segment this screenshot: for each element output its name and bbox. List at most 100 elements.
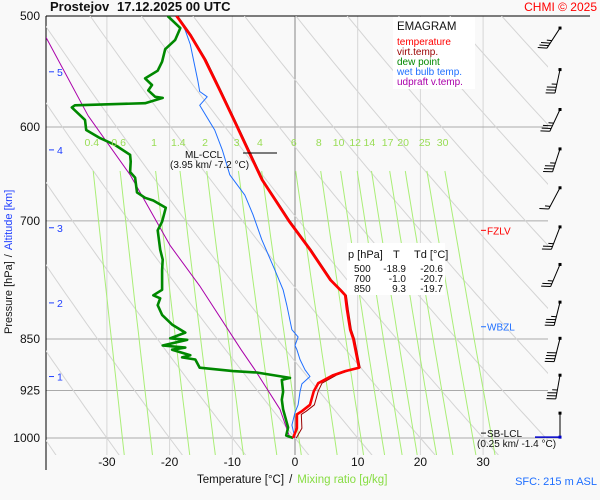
x-tick-label: 30: [476, 455, 490, 469]
table-cell: 9.3: [392, 284, 406, 295]
profiles: [46, 16, 361, 440]
x-tick-label: -10: [224, 455, 242, 469]
dry-adiabat-line: [243, 16, 548, 375]
barb-station-dot: [558, 147, 562, 151]
wind-barb-icon: [543, 147, 562, 173]
wind-barb-icon: [546, 373, 562, 400]
x-tick-label: 20: [414, 455, 428, 469]
barb-staff: [555, 375, 561, 399]
x-tick-label: -30: [98, 455, 116, 469]
mixing-ratio-tick-label: 0.4: [84, 137, 99, 149]
ylabel-separator: /: [3, 253, 15, 257]
table-header-t: T: [393, 249, 400, 261]
xlabel-separator: /: [289, 474, 293, 486]
dry-adiabat-line: [398, 16, 548, 185]
barb-station-dot: [558, 373, 562, 377]
ccl-annotation: ML-CCL (3.95 km/ -7.2 °C): [170, 150, 277, 171]
barb-station-dot: [558, 107, 562, 111]
mixing-ratio-tick-label: 17: [382, 137, 394, 149]
mixing-ratio-label: Mixing ratio [g/kg]: [297, 474, 387, 486]
dry-adiabats: [46, 0, 600, 462]
table-header-p: p [hPa]: [348, 249, 383, 261]
mixing-ratio-line: [444, 170, 496, 455]
pressure-tick-label: 925: [20, 384, 40, 398]
mixing-ratio-tick-label: 10: [333, 137, 345, 149]
barb-station-dot: [558, 300, 562, 304]
table-cell: 700: [354, 274, 371, 285]
table-cell: -20.7: [420, 274, 443, 285]
mixing-ratio-tick-label: 8: [316, 137, 322, 149]
level-values: (0.25 km/ -1.4 °C): [477, 439, 556, 450]
table-row: 700 -1.0 -20.7: [354, 274, 443, 285]
wind-barb-icon: [540, 107, 562, 132]
mixing-ratio-tick-label: 14: [364, 137, 376, 149]
mixing-ratio-line: [155, 170, 191, 455]
barb-staff: [550, 264, 561, 287]
wind-barb-icon: [537, 26, 562, 49]
temperature-curve: [175, 16, 361, 439]
barb-staff: [548, 187, 561, 210]
legend-item: udpraft v.temp.: [397, 77, 463, 88]
dew-point-curve: [70, 16, 294, 440]
table-cell: -19.7: [420, 284, 443, 295]
mixing-ratio-line: [179, 170, 216, 455]
table-cell: -18.9: [383, 264, 406, 275]
grid: [45, 15, 590, 470]
mixing-ratio-line: [320, 170, 365, 455]
barb-surface-dot: [558, 435, 562, 439]
pressure-tick-label: 1000: [13, 431, 40, 445]
axis-ticks: -30 -20 -10 0 10 20 30500600700850925100054321…: [13, 9, 490, 469]
sounding-datetime: 17.12.2025 00 UTC: [117, 0, 231, 14]
mixing-ratio-line: [237, 170, 278, 455]
mixing-ratio-line: [206, 170, 244, 455]
mixing-ratio-line: [340, 170, 386, 455]
barb-feather: [539, 207, 549, 210]
dry-adiabat-line: [46, 350, 120, 455]
table-box: [347, 243, 445, 295]
mixing-ratio-tick-label: 1.4: [171, 137, 186, 149]
table-header-td: Td [°C]: [414, 249, 448, 261]
mixing-ratio-tick-label: 0.6: [111, 137, 126, 149]
mixing-ratio-line: [356, 170, 403, 455]
mixing-ratio-line: [119, 170, 153, 455]
barb-staff: [550, 226, 561, 250]
mixing-ratio-tick-label: 4: [257, 137, 263, 149]
barb-station-dot: [558, 411, 562, 415]
legend-box: [393, 17, 475, 89]
legend-item: wet bulb temp.: [396, 67, 462, 78]
barb-station-dot: [558, 68, 562, 72]
mixing-ratio-lines: [92, 170, 496, 455]
altitude-tick-label: 3: [57, 223, 63, 235]
legend-title: EMAGRAM: [397, 21, 456, 33]
level-label-wbzl: WBZL: [487, 323, 515, 334]
altitude-label: Altitude [km]: [3, 190, 15, 251]
dry-adiabat-line: [46, 102, 310, 455]
ccl-label: ML-CCL: [185, 150, 223, 161]
pressure-tick-label: 600: [20, 120, 40, 134]
mixing-ratio-tick-label: 20: [397, 137, 409, 149]
wind-barb-icon: [539, 186, 562, 210]
x-tick-label: -20: [161, 455, 179, 469]
mixing-ratio-tick-label: 2: [202, 137, 208, 149]
barb-station-dot: [558, 26, 562, 30]
mixing-ratio-tick-label: 3: [234, 137, 240, 149]
barb-staff: [554, 69, 561, 94]
pressure-tick-label: 700: [20, 214, 40, 228]
barb-staff: [552, 148, 561, 172]
table-cell: 850: [354, 284, 371, 295]
svg-text:Temperature [°C]/Mixing ratio: Temperature [°C] / Mixing ratio [g/kg]: [197, 474, 387, 486]
temperature-label: Temperature [°C]: [197, 474, 284, 486]
dry-adiabat-line: [346, 16, 548, 247]
mixing-ratio-line: [371, 170, 418, 455]
table-cell: -20.6: [420, 264, 443, 275]
dry-adiabat-line: [295, 16, 548, 310]
dry-adiabat-line: [140, 16, 499, 455]
altitude-tick-label: 1: [57, 372, 63, 384]
barb-staff: [549, 109, 561, 132]
legend-item: temperature: [397, 37, 451, 48]
mixing-ratio-line: [404, 170, 454, 455]
dry-adiabat-line: [530, 0, 600, 462]
wind-barb-icon: [541, 262, 562, 288]
